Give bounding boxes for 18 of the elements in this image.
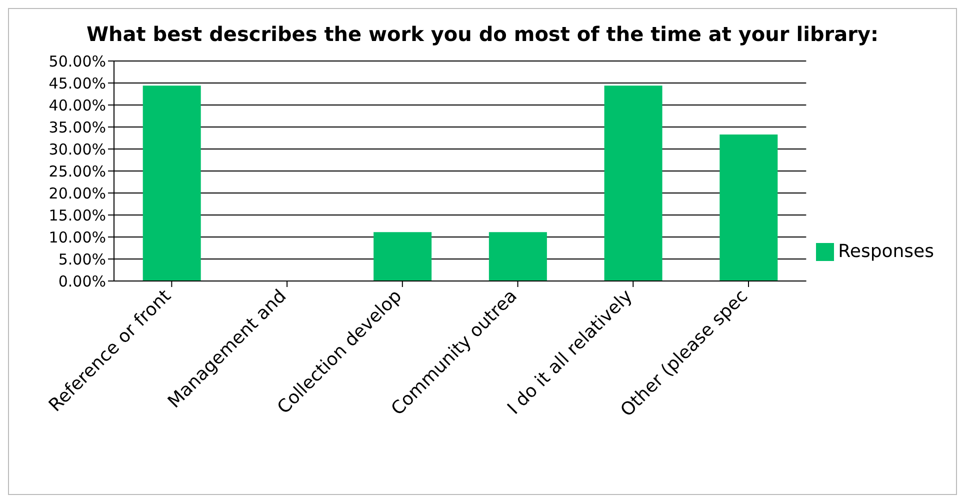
bar — [488, 232, 547, 281]
legend-label: Responses — [838, 240, 934, 262]
y-tick-label: 0.00% — [58, 272, 106, 290]
bar — [142, 86, 201, 281]
bar — [374, 232, 432, 281]
y-tick-label: 20.00% — [48, 184, 106, 202]
y-tick-label: 10.00% — [48, 228, 106, 246]
y-tick-label: 35.00% — [48, 118, 106, 136]
y-tick-label: 25.00% — [48, 162, 106, 180]
y-tick-label: 50.00% — [48, 52, 106, 70]
chart-title: What best describes the work you do most of the time at your library: — [85, 21, 880, 48]
y-tick-label: 40.00% — [48, 96, 106, 114]
bar — [720, 134, 778, 281]
y-tick-label: 5.00% — [58, 250, 106, 268]
bar — [604, 86, 662, 281]
y-tick-label: 45.00% — [48, 74, 106, 92]
y-tick-label: 15.00% — [48, 206, 106, 224]
y-tick-label: 30.00% — [48, 140, 106, 158]
